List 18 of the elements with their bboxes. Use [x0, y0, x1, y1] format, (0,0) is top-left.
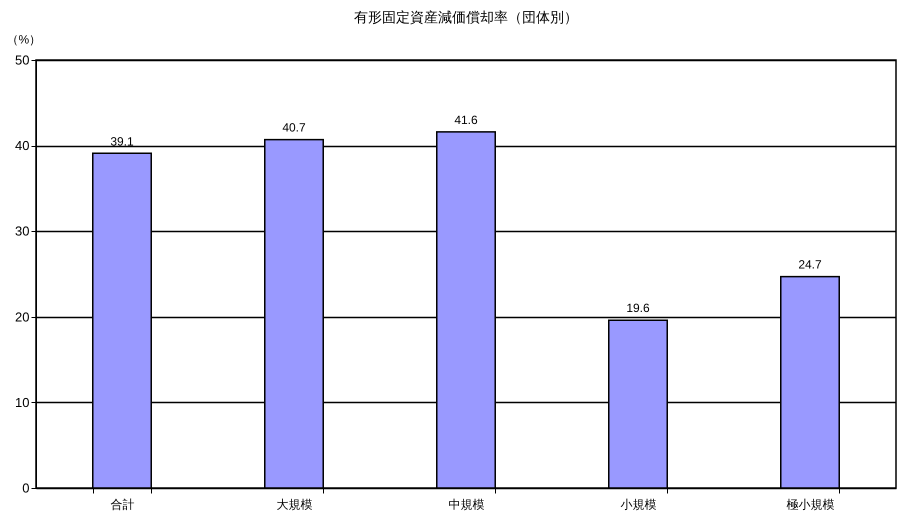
y-tick-label: 20	[15, 309, 30, 324]
data-label: 41.6	[454, 112, 478, 127]
data-label: 19.6	[626, 301, 650, 316]
x-tick-label: 合計	[110, 498, 134, 512]
x-tick-label: 小規模	[620, 498, 656, 512]
y-tick-label: 30	[15, 224, 30, 239]
y-tick-label: 10	[15, 394, 30, 410]
y-tick-label: 0	[22, 480, 30, 496]
y-tick-label: 40	[15, 138, 30, 154]
data-label: 40.7	[282, 120, 306, 135]
y-axis-title: （%）	[6, 32, 42, 46]
data-label: 24.7	[798, 258, 822, 272]
x-tick-label: 極小規模	[786, 498, 834, 512]
chart-title: 有形固定資産減価償却率（団体別）	[354, 9, 578, 25]
y-tick-label: 50	[15, 52, 30, 68]
data-label: 39.1	[110, 134, 134, 148]
x-tick-label: 大規模	[276, 498, 312, 512]
x-tick-label: 中規模	[448, 498, 484, 512]
